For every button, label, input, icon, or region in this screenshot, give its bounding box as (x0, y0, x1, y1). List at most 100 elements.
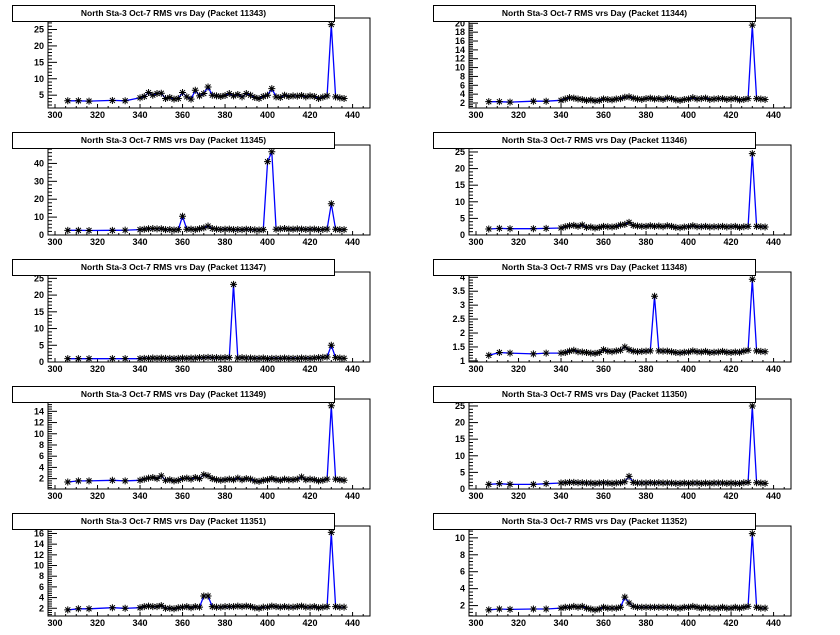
data-point (340, 603, 348, 611)
data-point (213, 476, 221, 484)
data-point (761, 348, 769, 356)
data-point (617, 603, 625, 611)
data-point (174, 94, 182, 102)
data-point (702, 479, 710, 487)
data-point (761, 604, 769, 612)
data-point (74, 477, 82, 485)
data-point (710, 348, 718, 356)
data-point (162, 94, 170, 102)
data-point (617, 346, 625, 354)
data-point (600, 479, 608, 487)
data-point (617, 479, 625, 487)
data-point (157, 354, 165, 362)
data-point (638, 222, 646, 230)
data-point (689, 602, 697, 610)
data-point (676, 224, 684, 232)
data-point (663, 94, 671, 102)
data-point (723, 604, 731, 612)
data-point (166, 354, 174, 362)
data-point (561, 479, 569, 487)
data-point (281, 354, 289, 362)
chart-title: North Sta-3 Oct-7 RMS vrs Day (Packet 11… (433, 386, 756, 403)
data-point (247, 225, 255, 233)
data-point (276, 354, 284, 362)
data-point (748, 275, 756, 283)
data-point (183, 354, 191, 362)
data-point (583, 604, 591, 612)
data-point (272, 476, 280, 484)
x-tick-label: 340 (554, 110, 569, 120)
data-point (761, 223, 769, 231)
data-point (268, 354, 276, 362)
data-point (574, 479, 582, 487)
data-point (234, 91, 242, 99)
data-point (121, 226, 129, 234)
x-tick-label: 300 (468, 491, 483, 501)
data-point (166, 604, 174, 612)
data-point (612, 347, 620, 355)
x-tick-label: 380 (218, 491, 233, 501)
x-tick-label: 360 (175, 364, 190, 374)
chart-panel: North Sta-3 Oct-7 RMS vrs Day (Packet 11… (421, 254, 840, 381)
data-point (566, 94, 574, 102)
data-point (621, 478, 629, 486)
x-tick-label: 360 (175, 110, 190, 120)
data-point (217, 354, 225, 362)
chart-panel: North Sta-3 Oct-7 RMS vrs Day (Packet 11… (0, 508, 420, 635)
data-point (659, 347, 667, 355)
data-point (731, 348, 739, 356)
data-point (157, 225, 165, 233)
data-point (153, 90, 161, 98)
x-tick-label: 360 (596, 618, 611, 628)
data-point (74, 97, 82, 105)
data-point (162, 476, 170, 484)
x-tick-label: 320 (90, 110, 105, 120)
data-point (238, 354, 246, 362)
y-tick-label: 16 (455, 36, 465, 46)
data-point (332, 225, 340, 233)
data-point (685, 603, 693, 611)
data-point (646, 479, 654, 487)
data-point (642, 479, 650, 487)
data-point (587, 96, 595, 104)
x-tick-label: 420 (303, 237, 318, 247)
data-point (332, 475, 340, 483)
data-point (187, 225, 195, 233)
x-tick-label: 440 (766, 618, 781, 628)
y-tick-label: 10 (455, 451, 465, 461)
data-point (234, 474, 242, 482)
y-tick-label: 25 (34, 24, 44, 34)
data-point (625, 599, 633, 607)
data-point (191, 354, 199, 362)
data-point (761, 479, 769, 487)
data-point (187, 354, 195, 362)
data-point (485, 351, 493, 359)
data-point (145, 602, 153, 610)
data-point (757, 604, 765, 612)
series-line (488, 405, 766, 486)
x-tick-label: 360 (175, 491, 190, 501)
data-point (140, 603, 148, 611)
data-point (668, 603, 676, 611)
x-tick-label: 320 (511, 491, 526, 501)
data-point (306, 354, 314, 362)
data-point (170, 226, 178, 234)
x-tick-label: 380 (639, 491, 654, 501)
y-tick-label: 10 (34, 561, 44, 571)
data-point (529, 605, 537, 613)
data-point (323, 475, 331, 483)
data-point (625, 472, 633, 480)
y-tick-label: 20 (34, 41, 44, 51)
data-point (108, 226, 116, 234)
data-point (64, 97, 72, 105)
y-tick-label: 20 (34, 290, 44, 300)
data-point (646, 603, 654, 611)
data-point (145, 354, 153, 362)
data-point (332, 354, 340, 362)
y-tick-label: 10 (455, 63, 465, 73)
x-tick-label: 420 (724, 618, 739, 628)
data-point (570, 602, 578, 610)
y-tick-label: 25 (34, 273, 44, 283)
data-point (251, 604, 259, 612)
x-tick-label: 300 (47, 618, 62, 628)
